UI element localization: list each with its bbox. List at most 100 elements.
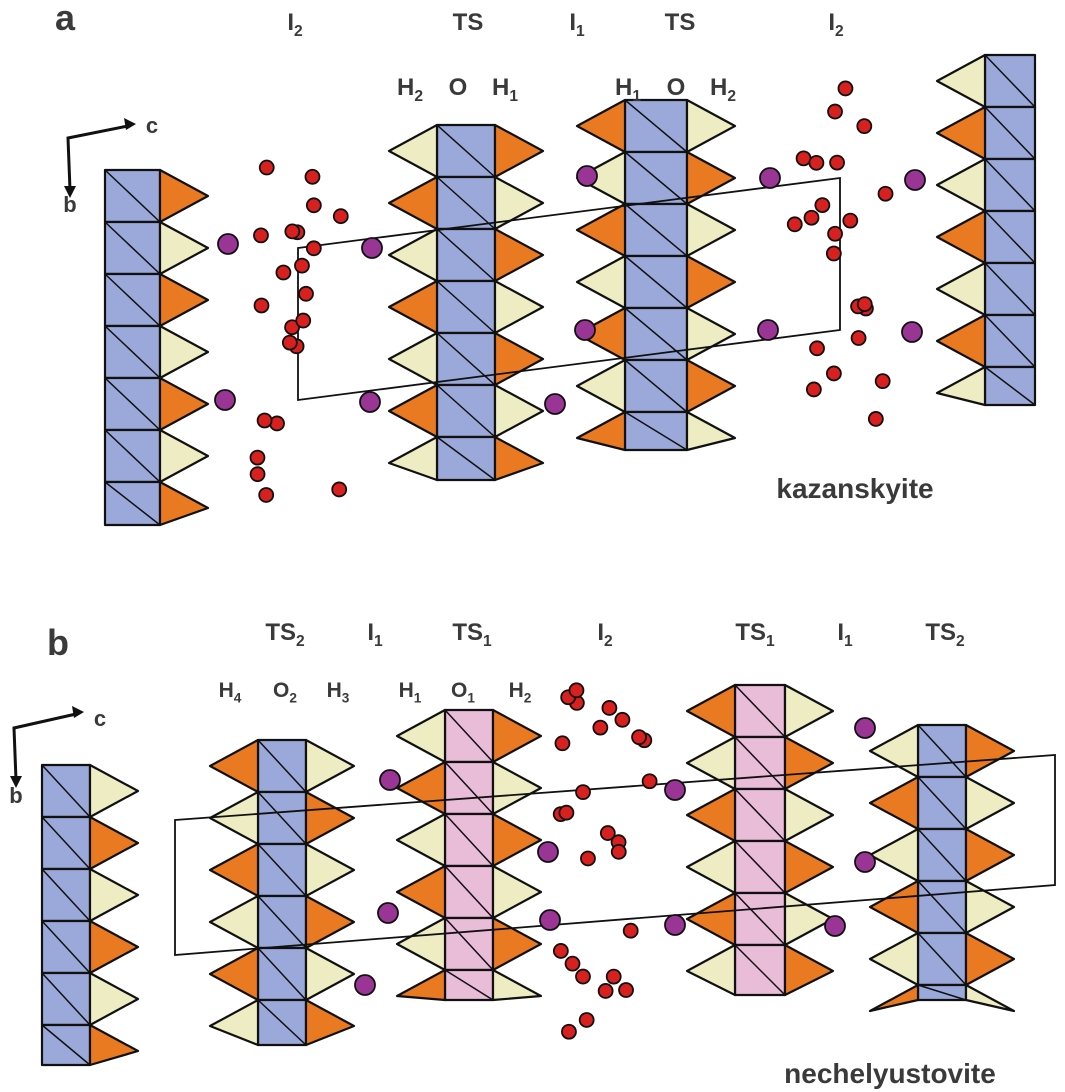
atom [555, 736, 569, 750]
polyhedron [937, 107, 985, 159]
polyhedron [495, 333, 543, 385]
cation [905, 170, 925, 190]
atom [643, 774, 657, 788]
polyhedron [306, 792, 354, 844]
polyhedron [389, 385, 437, 437]
layer-label: H2 [710, 74, 736, 105]
label-text: I [837, 619, 844, 646]
polyhedron [966, 829, 1014, 881]
label: b [9, 783, 22, 808]
polyhedron [90, 817, 138, 869]
atom [857, 119, 871, 133]
cation [902, 322, 922, 342]
atom [569, 683, 583, 697]
atom [830, 156, 844, 170]
polyhedron [90, 973, 138, 1025]
cation [355, 975, 375, 995]
polyhedron [160, 170, 208, 222]
atom [250, 451, 264, 465]
atom [828, 105, 842, 119]
label-text: TS [265, 619, 296, 646]
polyhedron [397, 814, 445, 866]
polyhedron [785, 841, 833, 893]
label-text: TS [925, 619, 956, 646]
atom [602, 701, 616, 715]
polyhedron [210, 792, 258, 844]
label-subscript: 2 [414, 88, 423, 105]
label-text: H [397, 74, 414, 101]
polyhedron [90, 1025, 138, 1065]
label-subscript: 1 [632, 88, 641, 105]
label-subscript: 2 [956, 633, 965, 650]
polyhedron [577, 360, 625, 412]
polyhedron [495, 229, 543, 281]
layer-label: I1 [569, 9, 585, 40]
label-text: I [597, 619, 604, 646]
cation [380, 770, 400, 790]
atom [276, 266, 290, 280]
cation [758, 320, 778, 340]
polyhedron [210, 1000, 258, 1045]
atom [299, 287, 313, 301]
layer-label: TS [665, 9, 696, 36]
label: c [94, 706, 106, 731]
polyhedron [687, 789, 735, 841]
atom [283, 336, 297, 350]
atom [607, 970, 621, 984]
cation [575, 320, 595, 340]
polyhedron [160, 274, 208, 326]
atom [566, 957, 580, 971]
polyhedron [160, 378, 208, 430]
atom [254, 228, 268, 242]
cation [545, 394, 565, 414]
cation [665, 915, 685, 935]
label-subscript: 2 [296, 633, 305, 650]
layer-label: TS2 [265, 619, 305, 650]
cation [665, 780, 685, 800]
label-text: O [449, 74, 468, 101]
polyhedron [687, 256, 735, 308]
label-subscript: 1 [467, 690, 475, 705]
layer-label: H3 [327, 679, 350, 705]
polyhedron [937, 367, 985, 405]
polyhedron [160, 326, 208, 378]
polyhedron [966, 933, 1014, 985]
cation [825, 916, 845, 936]
polyhedron [306, 740, 354, 792]
atom [599, 984, 613, 998]
polyhedron [687, 685, 735, 737]
polyhedron [493, 710, 541, 762]
label-subscript: 1 [414, 690, 422, 705]
atom [827, 247, 841, 261]
atom [838, 81, 852, 95]
cation [760, 168, 780, 188]
polyhedron [495, 385, 543, 437]
label: a [55, 0, 76, 38]
label-text: H [509, 679, 524, 702]
label-text: H [615, 74, 632, 101]
polyhedron [493, 762, 541, 814]
atom [307, 198, 321, 212]
label-subscript: 2 [289, 690, 297, 705]
label-text: TS [735, 619, 766, 646]
label-text: I [828, 9, 835, 36]
label: b [47, 622, 69, 663]
label-subscript: 2 [727, 88, 736, 105]
polyhedron [493, 866, 541, 918]
atom [612, 845, 626, 859]
polyhedron [389, 229, 437, 281]
polyhedron [785, 737, 833, 789]
label-text: I [287, 9, 294, 36]
polyhedron [397, 918, 445, 970]
layer-label: I2 [287, 9, 303, 40]
atom [797, 151, 811, 165]
polyhedron [937, 315, 985, 367]
polyhedron [397, 710, 445, 762]
cation [378, 903, 398, 923]
atom [858, 297, 872, 311]
atom [879, 187, 893, 201]
layer-label: TS [453, 9, 484, 36]
atom [809, 156, 823, 170]
atom [815, 198, 829, 212]
layer-label: I2 [828, 9, 844, 40]
